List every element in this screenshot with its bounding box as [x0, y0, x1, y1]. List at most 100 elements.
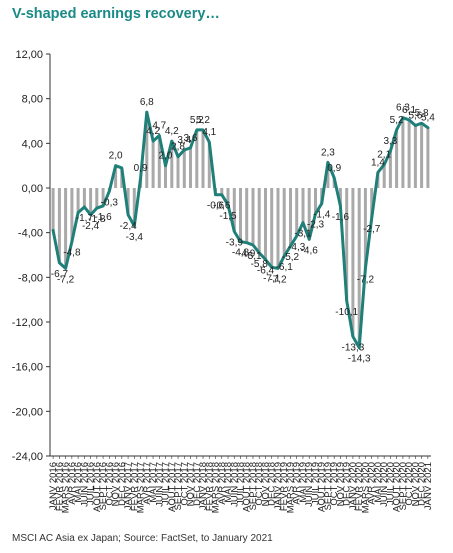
data-label-15: 6,8	[140, 97, 154, 108]
x-tick-label-58: NOV 2020	[410, 462, 421, 506]
data-label-25: 4,1	[202, 127, 216, 138]
data-label-1: -6,7	[51, 269, 69, 280]
data-label-54: 3,3	[383, 136, 397, 147]
data-label-45: 0,9	[327, 163, 341, 174]
bar-13	[132, 188, 136, 226]
bar-22	[189, 147, 192, 188]
data-label-20: 2,8	[171, 142, 185, 153]
bar-56	[401, 117, 405, 188]
data-label-48: -13,3	[342, 343, 365, 354]
x-tick-label-30: JUIL 2018	[236, 462, 247, 505]
bar-46	[338, 188, 342, 206]
x-tick-label-0: JANV 2016	[48, 462, 59, 510]
line-series-path	[51, 110, 430, 350]
bar-16	[151, 141, 155, 188]
data-label-28: -1,5	[219, 211, 237, 222]
bar-24	[201, 129, 205, 188]
x-tick-label-15: AVR 2017	[142, 462, 153, 505]
bar-3	[70, 188, 74, 242]
data-label-44: 2,3	[321, 147, 335, 158]
x-tick-label-9: OCT 2016	[104, 462, 115, 506]
x-tick-label-46: NOV 2019	[335, 462, 346, 506]
x-tick-label-23: DEC 2017	[192, 462, 203, 506]
data-label-38: -5,2	[282, 252, 300, 263]
x-tick-label-42: JUIL 2019	[311, 462, 322, 505]
bar-57	[407, 119, 411, 188]
bar-37	[282, 188, 286, 257]
data-label-7: -1,8	[88, 214, 106, 225]
bar-15	[145, 112, 149, 188]
bar-38	[289, 188, 292, 247]
x-tick-label-3: AVR 2016	[67, 462, 78, 505]
x-tick-label-38: MARS 2019	[286, 462, 297, 513]
data-label-13: -3,4	[126, 232, 144, 243]
y-tick-label-8: -20,00	[12, 406, 43, 418]
x-tick-label-51: AVR 2020	[367, 462, 378, 505]
x-tick-label-53: JUIN 2020	[379, 462, 390, 507]
data-label-40: -3,1	[294, 229, 312, 240]
data-label-50: -7,2	[357, 274, 375, 285]
bar-12	[126, 188, 130, 215]
bar-25	[207, 142, 211, 188]
data-label-59: 5,8	[415, 108, 429, 119]
x-tick-label-26: MARS 2018	[211, 462, 222, 513]
y-tick-label-3: 0,00	[22, 183, 43, 195]
data-label-49: -14,3	[348, 354, 371, 365]
data-label-56: 6,3	[396, 103, 410, 114]
y-tick-label-9: -24,00	[12, 451, 43, 463]
bar-58	[413, 125, 417, 188]
x-tick-label-44: SEPT 2019	[323, 462, 334, 510]
x-tick-label-33: OCT 2018	[254, 462, 265, 506]
data-label-47: -10,1	[335, 307, 358, 318]
x-tick-label-5: JUIN 2016	[79, 462, 90, 507]
bar-42	[314, 188, 317, 214]
x-tick-label-34: NOV 2018	[261, 462, 272, 506]
data-label-43: -1,4	[313, 210, 331, 221]
x-tick-label-52: MAI 2020	[373, 462, 384, 503]
data-label-9: -0,3	[101, 197, 119, 208]
data-label-16: 4,2	[146, 126, 160, 137]
bar-17	[157, 135, 161, 188]
x-tick-label-13: FEVR 2017	[129, 462, 140, 511]
bar-34	[264, 188, 267, 260]
bar-29	[232, 188, 236, 232]
x-tick-label-12: JANV 2017	[123, 462, 134, 510]
bar-18	[164, 165, 167, 188]
bar-49	[357, 188, 361, 348]
data-label-17: 4,7	[152, 121, 166, 132]
x-tick-label-1: FEVR 2016	[54, 462, 65, 511]
bar-50	[363, 188, 367, 269]
x-tick-label-50: MARS 2020	[360, 462, 371, 513]
bar-44	[326, 162, 330, 188]
x-tick-label-39: AVR 2019	[292, 462, 303, 505]
x-tick-label-56: SEPT 2020	[398, 462, 409, 510]
data-label-51: -2,7	[363, 224, 381, 235]
x-tick-label-37: FEVR 2019	[279, 462, 290, 511]
x-tick-label-21: OCT 2017	[179, 462, 190, 506]
bar-60	[426, 127, 430, 188]
chart-source: MSCI AC Asia ex Japan; Source: FactSet, …	[12, 533, 273, 544]
x-tick-label-17: JUIN 2017	[154, 462, 165, 507]
x-tick-label-45: OCT 2019	[329, 462, 340, 506]
x-tick-label-24: JANV 2018	[198, 462, 209, 510]
data-label-22: 3,6	[184, 133, 198, 144]
line-layer	[51, 110, 430, 350]
bar-4	[76, 188, 80, 213]
bar-19	[170, 141, 174, 188]
bar-47	[345, 188, 349, 301]
bar-0	[51, 188, 55, 231]
bar-1	[57, 188, 61, 263]
x-tick-label-43: AOUT 2019	[317, 462, 328, 512]
bar-53	[382, 164, 386, 188]
x-tick-label-36: JANV 2019	[273, 462, 284, 510]
y-tick-label-6: -12,00	[12, 317, 43, 329]
x-tick-label-14: MARS 2017	[136, 462, 147, 513]
data-label-14: 0,9	[134, 163, 148, 174]
bar-48	[351, 188, 355, 337]
bar-33	[257, 188, 261, 253]
data-label-35: -7,1	[263, 273, 281, 284]
bar-36	[276, 188, 280, 269]
data-label-23: 5,2	[190, 115, 204, 126]
bar-55	[395, 129, 399, 188]
